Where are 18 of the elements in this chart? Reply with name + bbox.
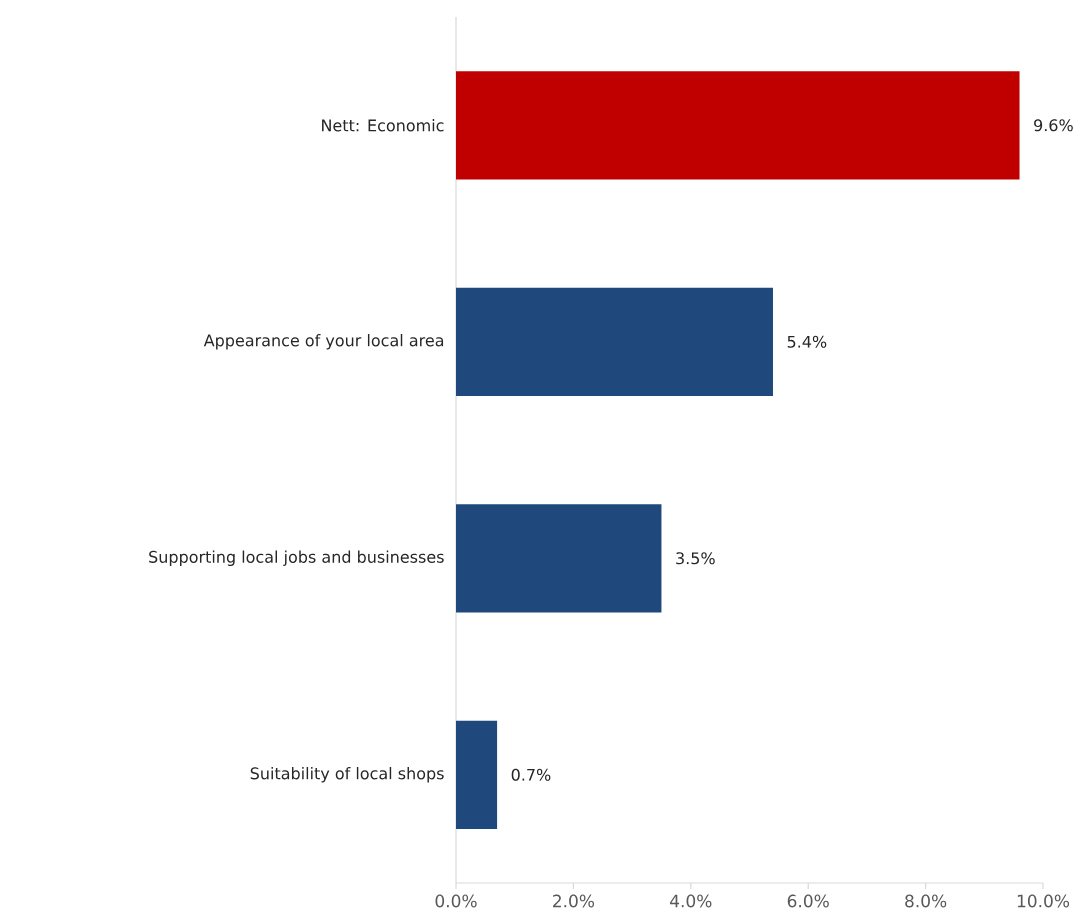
bar (456, 720, 498, 829)
x-tick-label: 8.0% (905, 894, 947, 908)
y-tick-label: Nett: Economic (322, 119, 444, 132)
data-label: 0.7% (511, 768, 551, 781)
bar (456, 71, 1020, 180)
y-tick-label: Suitability of local shops (250, 767, 444, 783)
x-tick-label: 2.0% (553, 894, 595, 908)
x-tick-label: 6.0% (787, 894, 829, 908)
data-label: 5.4% (787, 335, 827, 348)
x-tick-label: 10.0% (1017, 894, 1070, 908)
data-label: 9.6% (1034, 119, 1073, 132)
x-tick-label: 0.0% (435, 894, 477, 908)
y-tick-label: Supporting local jobs and businesses (149, 550, 444, 566)
bar (456, 287, 773, 396)
y-tick-label: Appearance of your local area (203, 334, 444, 350)
bar (456, 504, 662, 613)
data-label: 3.5% (676, 552, 715, 565)
x-tick-label: 4.0% (670, 894, 712, 908)
